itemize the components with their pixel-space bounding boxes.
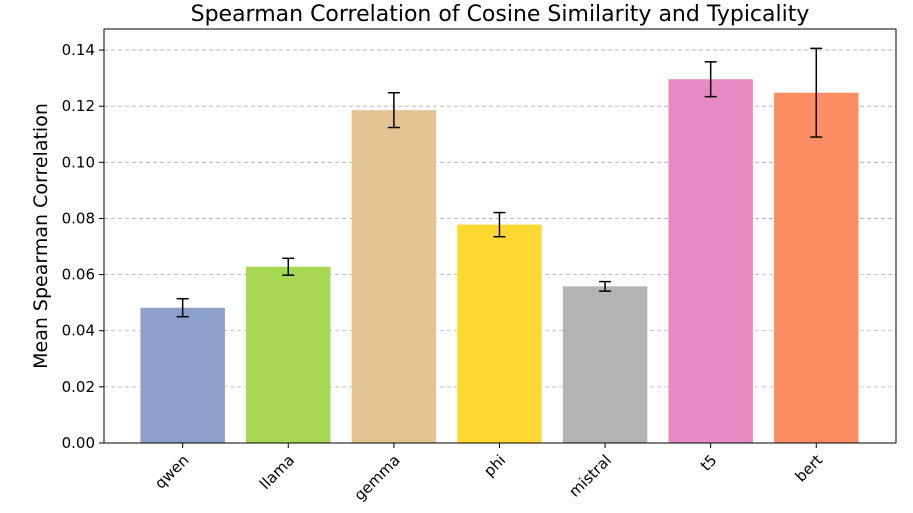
y-tick-label: 0.10 — [62, 153, 95, 171]
bar-t5 — [668, 79, 753, 443]
y-tick-label: 0.08 — [62, 209, 95, 227]
y-axis-ticks: 0.00 0.02 0.04 0.06 0.08 0.10 0.12 0.14 — [62, 41, 104, 452]
bar-llama — [246, 266, 331, 443]
bar-qwen — [140, 307, 225, 443]
y-tick-label: 0.04 — [62, 322, 95, 340]
chart-title: Spearman Correlation of Cosine Similarit… — [191, 2, 810, 27]
x-tick-label-t5: t5 — [697, 451, 721, 475]
bar-bert — [774, 92, 859, 443]
y-tick-label: 0.12 — [62, 97, 95, 115]
x-tick-label-gemma: gemma — [351, 451, 404, 504]
y-tick-label: 0.14 — [62, 41, 95, 59]
plot-frame — [103, 28, 897, 444]
x-tick-label-bert: bert — [792, 451, 827, 486]
bar-mistral — [562, 286, 648, 443]
bar-phi — [457, 224, 542, 443]
bar-gemma — [351, 110, 437, 443]
y-tick-label: 0.06 — [62, 266, 95, 284]
x-axis-ticks: qwen llama gemma phi mistral t5 bert — [151, 443, 826, 504]
y-tick-label: 0.02 — [62, 378, 95, 396]
x-tick-label-qwen: qwen — [151, 451, 192, 492]
x-tick-label-mistral: mistral — [565, 451, 615, 501]
bars — [140, 79, 859, 443]
y-tick-label: 0.00 — [62, 434, 95, 452]
x-tick-label-llama: llama — [256, 451, 298, 493]
x-tick-label-phi: phi — [480, 451, 509, 480]
y-axis-label: Mean Spearman Correlation — [30, 103, 52, 369]
error-bars — [176, 47, 823, 318]
